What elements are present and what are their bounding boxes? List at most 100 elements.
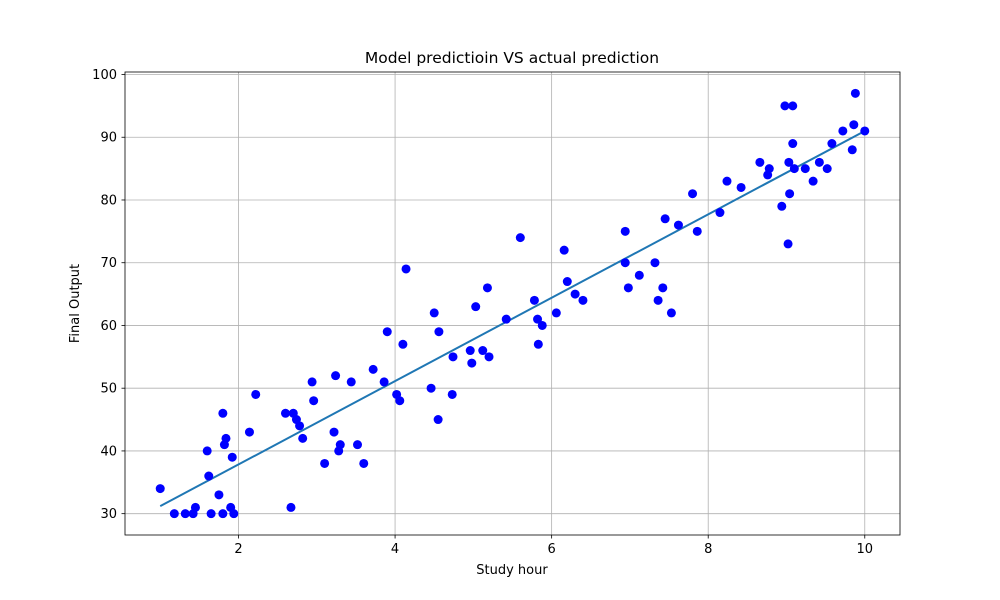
data-point xyxy=(382,327,392,337)
data-point xyxy=(533,314,543,324)
data-point xyxy=(814,157,824,167)
data-point xyxy=(244,427,254,437)
data-point xyxy=(202,446,212,456)
data-point xyxy=(551,308,561,318)
data-point xyxy=(295,421,305,431)
data-point xyxy=(401,264,411,274)
data-point xyxy=(838,126,848,136)
data-point xyxy=(204,471,214,481)
data-point xyxy=(227,452,237,462)
data-point xyxy=(169,509,179,519)
data-point xyxy=(755,157,765,167)
data-point xyxy=(666,308,676,318)
data-point xyxy=(688,189,698,199)
grid-lines xyxy=(125,72,900,535)
data-point xyxy=(529,295,539,305)
data-point xyxy=(764,164,774,174)
data-point xyxy=(346,377,356,387)
data-point xyxy=(395,396,405,406)
data-point xyxy=(620,258,630,268)
data-point xyxy=(515,233,525,243)
data-point xyxy=(822,164,832,174)
x-tick-label: 6 xyxy=(548,542,556,557)
data-point xyxy=(429,308,439,318)
data-point xyxy=(214,490,224,500)
data-point xyxy=(280,408,290,418)
data-point xyxy=(715,208,725,218)
data-point xyxy=(660,214,670,224)
data-point xyxy=(788,101,798,111)
data-point xyxy=(368,364,378,374)
data-point xyxy=(533,339,543,349)
data-point xyxy=(286,502,296,512)
data-point xyxy=(471,302,481,312)
data-point xyxy=(736,182,746,192)
y-axis-label: Final Output xyxy=(68,264,83,343)
plot-area xyxy=(125,72,900,535)
y-tick-label: 80 xyxy=(100,193,117,208)
chart-title: Model predictioin VS actual prediction xyxy=(365,49,659,67)
data-point xyxy=(658,283,668,293)
data-point xyxy=(827,139,837,149)
regression-line xyxy=(159,130,866,508)
plot-frame xyxy=(124,71,901,536)
data-point xyxy=(329,427,339,437)
data-point xyxy=(433,415,443,425)
data-point xyxy=(447,389,457,399)
data-point xyxy=(335,440,345,450)
y-tick-label: 50 xyxy=(100,382,117,397)
data-point xyxy=(320,458,330,468)
data-point xyxy=(206,509,216,519)
y-tick-label: 100 xyxy=(92,68,117,83)
data-point xyxy=(221,433,231,443)
data-point xyxy=(537,320,547,330)
data-point xyxy=(465,346,475,356)
y-tick-label: 30 xyxy=(100,507,117,522)
data-point xyxy=(653,295,663,305)
data-point xyxy=(190,502,200,512)
data-point xyxy=(353,440,362,450)
data-point xyxy=(298,433,308,443)
data-point xyxy=(789,164,799,174)
x-tick-label: 8 xyxy=(704,542,712,557)
data-point xyxy=(673,220,683,230)
data-point xyxy=(307,377,317,387)
regression-line-layer xyxy=(159,130,866,508)
data-point xyxy=(426,383,436,393)
y-tick-label: 90 xyxy=(100,131,117,146)
data-point xyxy=(570,289,580,299)
data-point xyxy=(484,352,494,362)
data-point xyxy=(788,139,798,149)
data-point xyxy=(620,226,630,236)
data-point xyxy=(783,239,793,249)
data-point xyxy=(218,408,228,418)
data-point xyxy=(218,509,228,519)
y-tick-label: 40 xyxy=(100,444,117,459)
data-point xyxy=(850,88,860,98)
y-tick-label: 60 xyxy=(100,319,117,334)
data-point xyxy=(860,126,870,136)
data-point xyxy=(398,339,408,349)
data-point xyxy=(448,352,458,362)
data-point xyxy=(785,189,795,199)
data-point xyxy=(800,164,810,174)
data-point xyxy=(467,358,477,368)
data-point xyxy=(155,484,165,494)
data-point xyxy=(482,283,492,293)
data-point xyxy=(578,295,588,305)
axis-ticks: 2 4 6 8 10 30 40 50 60 70 80 90 100 xyxy=(92,68,873,557)
data-point xyxy=(623,283,633,293)
data-point xyxy=(559,245,569,255)
y-tick-label: 70 xyxy=(100,256,117,271)
data-point xyxy=(849,120,859,130)
data-point xyxy=(692,226,702,236)
data-point xyxy=(562,277,572,287)
data-point xyxy=(650,258,660,268)
data-point xyxy=(379,377,389,387)
data-point xyxy=(784,157,794,167)
data-point xyxy=(251,389,261,399)
data-point xyxy=(808,176,818,186)
data-point xyxy=(777,201,787,211)
x-tick-label: 10 xyxy=(856,542,873,557)
